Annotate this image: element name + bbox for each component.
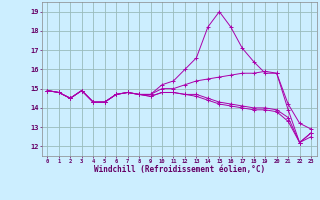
- X-axis label: Windchill (Refroidissement éolien,°C): Windchill (Refroidissement éolien,°C): [94, 165, 265, 174]
